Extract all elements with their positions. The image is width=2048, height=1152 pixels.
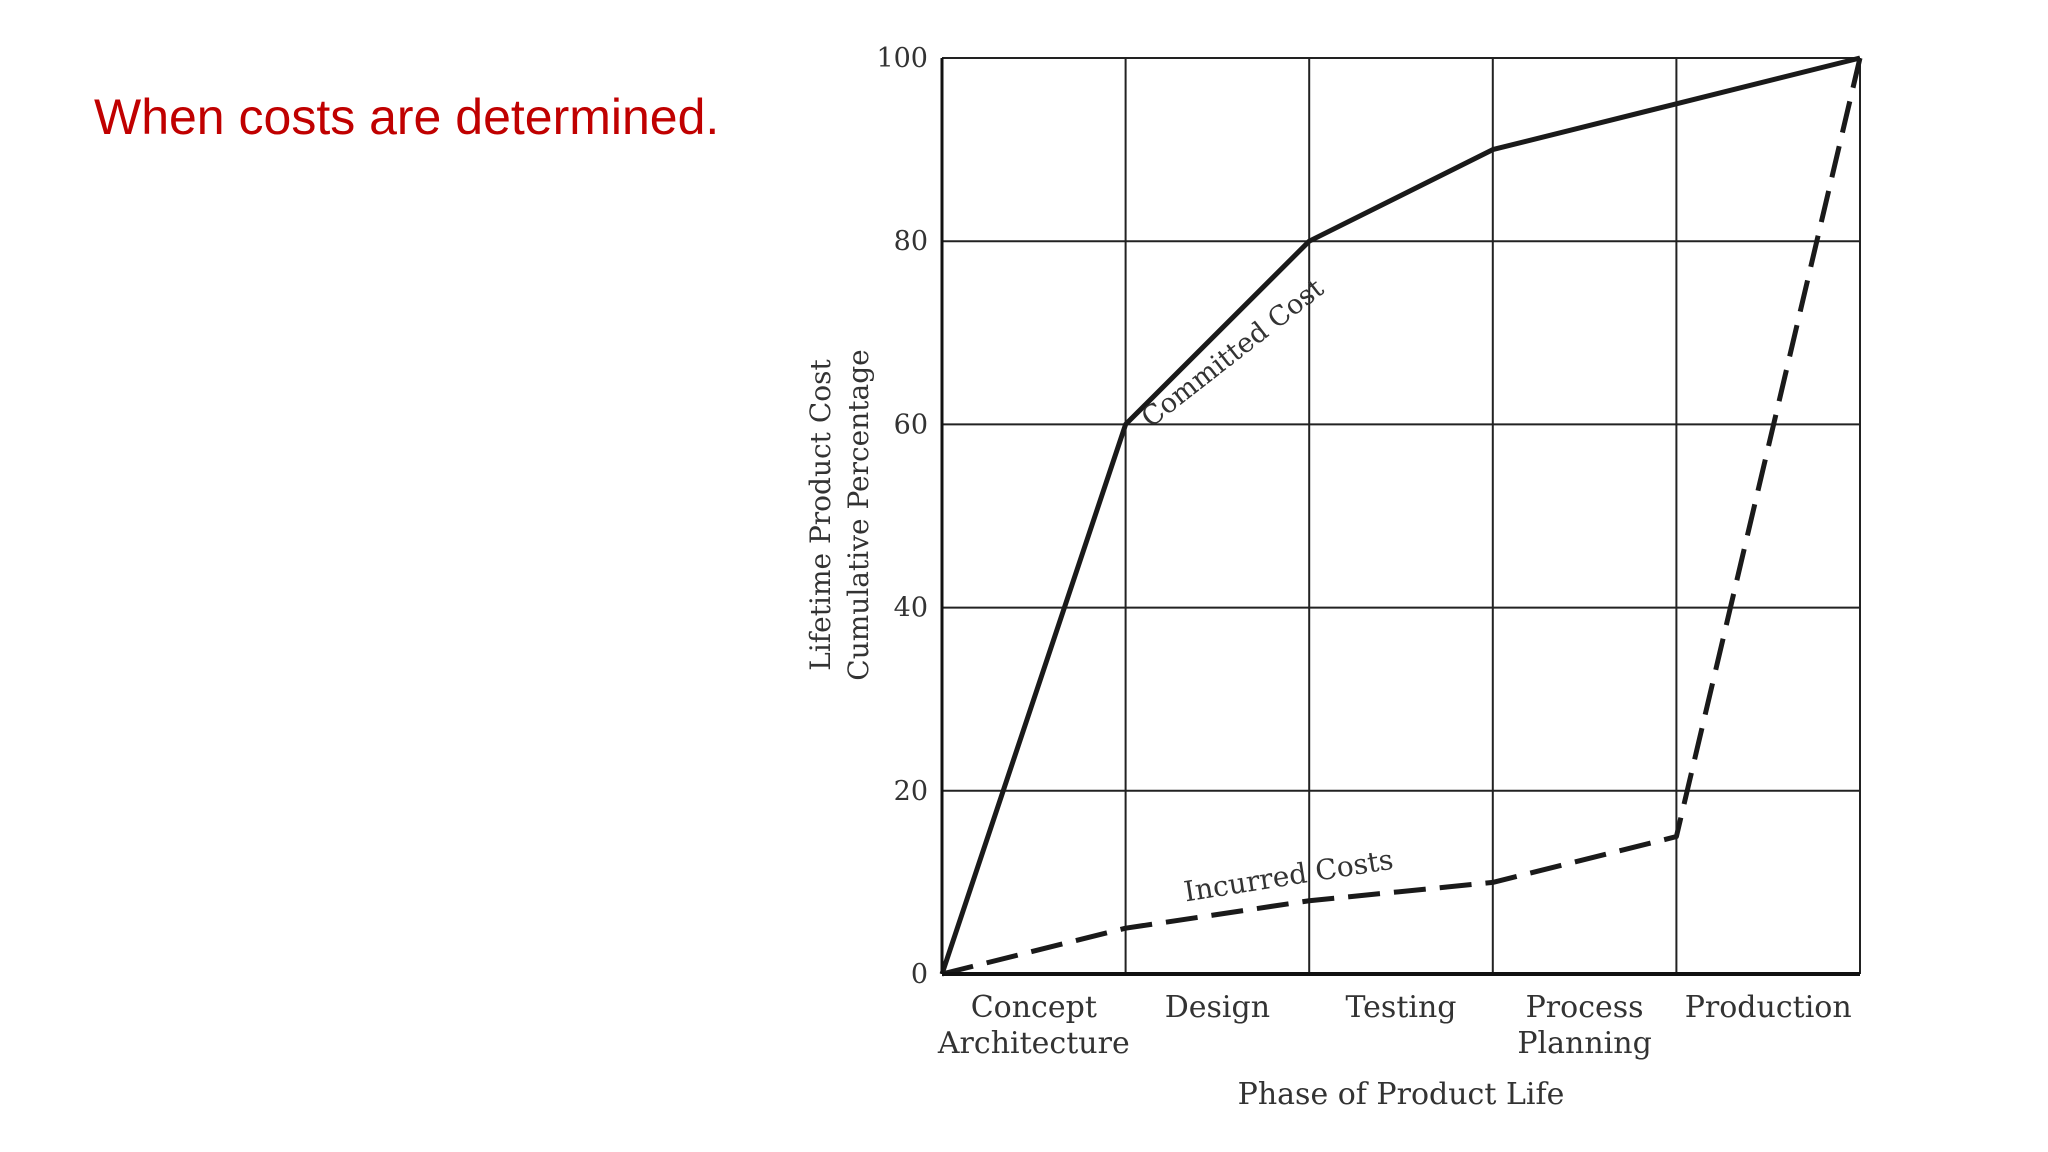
axes: 0 20 40 60 80 100 Concept Architecture Design Tes…	[876, 43, 1860, 1061]
series-layer	[939, 55, 1863, 977]
x-tick-label: Concept Architecture	[937, 990, 1130, 1061]
y-tick-label: 20	[894, 776, 928, 807]
incurred-costs-annotation: Incurred Costs	[1182, 843, 1396, 909]
y-axis-label-line1: Lifetime Product Cost	[804, 359, 837, 671]
x-tick-label: Testing	[1345, 990, 1456, 1025]
x-axis-label: Phase of Product Life	[1238, 1077, 1565, 1112]
x-tick-label: Design	[1165, 990, 1270, 1025]
grid	[942, 57, 1861, 974]
y-tick-label: 60	[894, 409, 928, 440]
incurred-costs-line	[941, 57, 1863, 977]
slide-title: When costs are determined.	[94, 89, 720, 145]
committed-cost-annotation: Committed Cost	[1136, 273, 1330, 434]
y-tick-label: 100	[876, 43, 928, 74]
y-tick-label: 80	[894, 226, 928, 257]
y-axis-label-line2: Cumulative Percentage	[842, 349, 875, 680]
y-tick-label: 0	[911, 959, 928, 990]
x-tick-label: Process Planning	[1517, 990, 1651, 1061]
x-tick-label: Production	[1685, 990, 1852, 1025]
y-tick-label: 40	[894, 593, 928, 624]
committed-cost-line	[939, 55, 1861, 975]
